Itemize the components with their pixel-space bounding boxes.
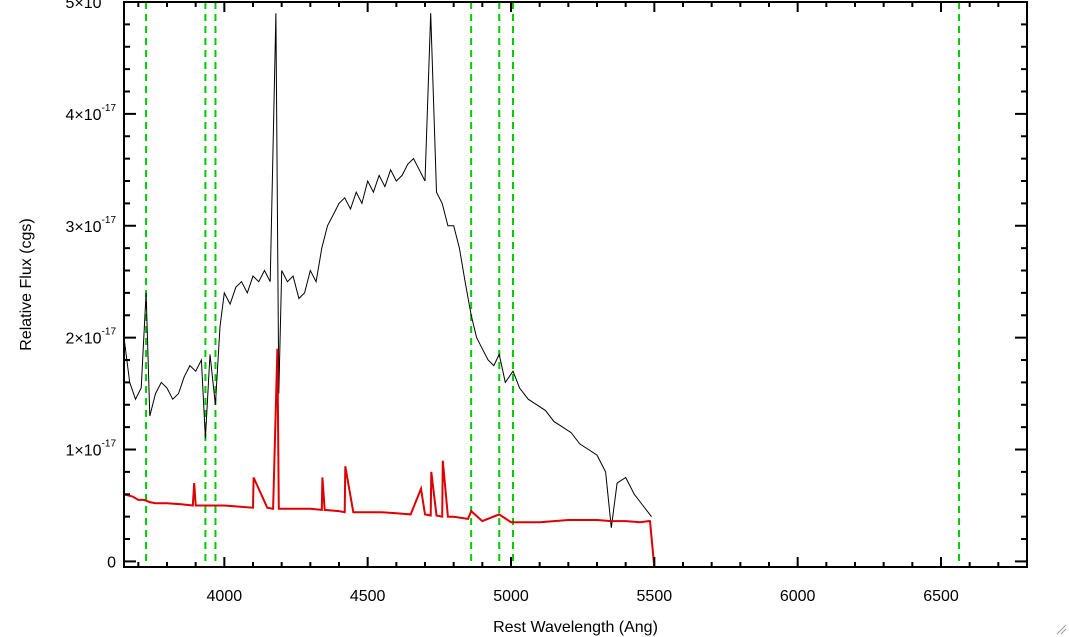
x-tick-label: 4500 xyxy=(350,588,386,605)
series-group xyxy=(124,13,1027,567)
y-axis-label: Relative Flux (cgs) xyxy=(18,218,35,350)
resize-grip-icon[interactable] xyxy=(1055,623,1067,635)
series-line-flux xyxy=(124,13,652,528)
x-axis-label: Rest Wavelength (Ang) xyxy=(493,619,658,636)
y-tick-label: 4×10-17 xyxy=(66,103,117,124)
x-tick-label: 6000 xyxy=(780,588,816,605)
y-tick-label: 3×10-17 xyxy=(66,215,117,236)
y-axis: 0 1×10-17 2×10-17 3×10-17 4×10-17 5×10-17 xyxy=(66,0,1027,571)
series-line-model xyxy=(124,348,1027,567)
y-tick-label: 5×10-17 xyxy=(66,0,117,12)
x-tick-label: 5500 xyxy=(637,588,673,605)
vertical-line-group xyxy=(145,2,961,567)
plot-frame xyxy=(123,1,1028,568)
x-tick-label: 4000 xyxy=(207,588,243,605)
y-tick-label: 1×10-17 xyxy=(66,439,117,460)
y-tick-label: 0 xyxy=(107,554,116,571)
x-axis: 4000 4500 5000 5500 6000 6500 xyxy=(137,2,1028,605)
x-tick-label: 5000 xyxy=(493,588,529,605)
x-tick-label: 6500 xyxy=(923,588,959,605)
y-tick-label: 2×10-17 xyxy=(66,327,117,348)
